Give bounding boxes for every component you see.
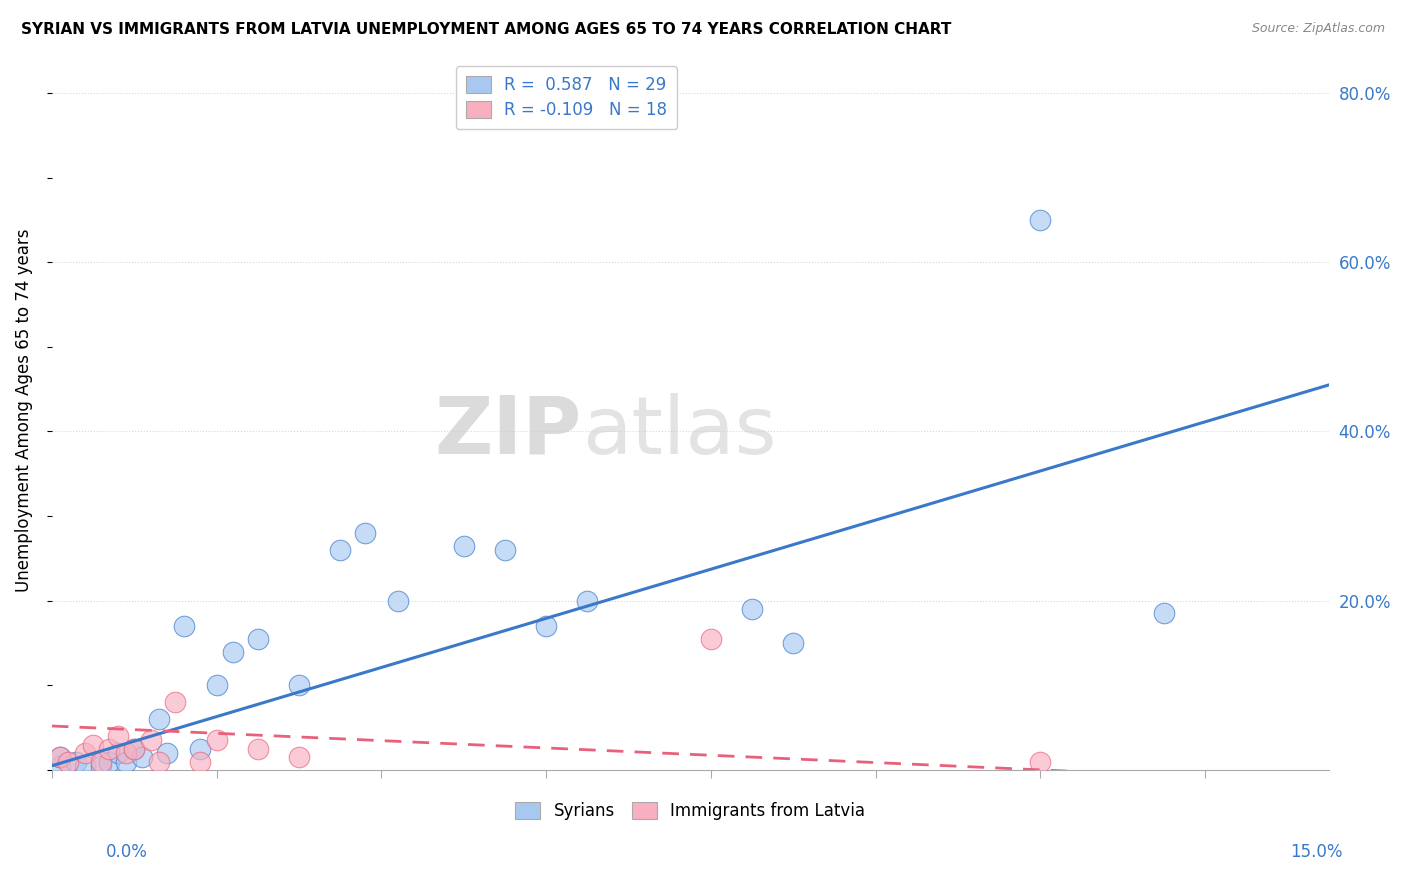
Point (353, 526, 375, 541)
Point (741, 602, 763, 616)
Point (58, 755, 80, 769)
Point (49, 750, 72, 764)
Point (115, 755, 138, 769)
Point (1029, 213, 1052, 227)
Point (188, 742, 211, 756)
Point (329, 543, 352, 558)
Point (98, 755, 121, 769)
Point (131, 750, 153, 764)
Point (73, 746, 96, 760)
Point (107, 729, 129, 743)
Text: 15.0%: 15.0% (1291, 843, 1343, 861)
Point (782, 636, 804, 650)
Point (148, 755, 170, 769)
Point (90, 758, 112, 772)
Point (205, 678, 228, 692)
Point (534, 619, 557, 633)
Y-axis label: Unemployment Among Ages 65 to 74 years: Unemployment Among Ages 65 to 74 years (15, 228, 32, 592)
Point (246, 742, 269, 756)
Text: atlas: atlas (582, 392, 776, 471)
Point (188, 755, 211, 769)
Point (576, 593, 599, 607)
Point (1029, 755, 1052, 769)
Point (49, 758, 72, 772)
Point (122, 742, 145, 756)
Point (700, 632, 723, 646)
Point (205, 733, 228, 747)
Point (453, 539, 475, 553)
Point (148, 712, 170, 726)
Point (156, 746, 179, 760)
Text: SYRIAN VS IMMIGRANTS FROM LATVIA UNEMPLOYMENT AMONG AGES 65 TO 74 YEARS CORRELAT: SYRIAN VS IMMIGRANTS FROM LATVIA UNEMPLO… (21, 22, 952, 37)
Point (139, 733, 162, 747)
Text: 0.0%: 0.0% (105, 843, 148, 861)
Point (90, 755, 112, 769)
Point (288, 678, 311, 692)
Text: ZIP: ZIP (434, 392, 582, 471)
Point (107, 746, 129, 760)
Point (49, 750, 72, 764)
Point (82, 738, 104, 752)
Point (387, 593, 409, 607)
Point (122, 742, 145, 756)
Point (288, 750, 311, 764)
Point (222, 644, 245, 658)
Point (65, 755, 87, 769)
Point (73, 758, 96, 772)
Point (246, 632, 269, 646)
Point (1153, 607, 1175, 621)
Point (115, 746, 138, 760)
Legend: Syrians, Immigrants from Latvia: Syrians, Immigrants from Latvia (509, 795, 872, 826)
Text: Source: ZipAtlas.com: Source: ZipAtlas.com (1251, 22, 1385, 36)
Point (494, 543, 516, 558)
Point (98, 742, 121, 756)
Point (173, 619, 195, 633)
Point (165, 695, 187, 709)
